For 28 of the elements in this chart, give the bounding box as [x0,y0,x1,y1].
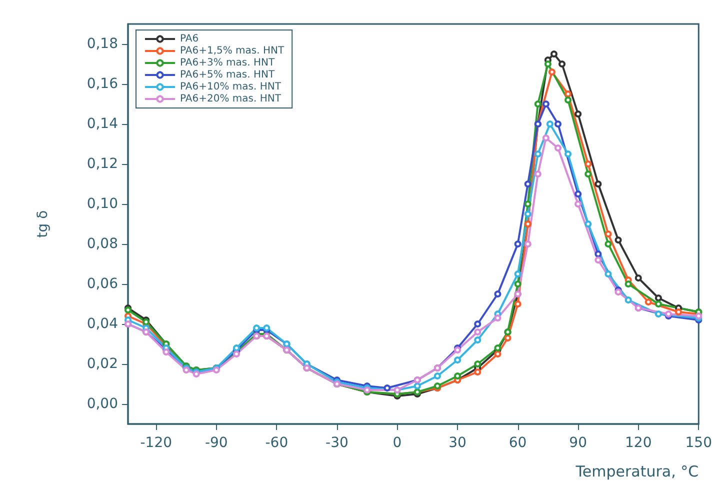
y-tick-label: 0,10 [86,196,118,212]
y-tick-label: 0,18 [86,36,118,52]
legend-label: PA6 [180,34,199,44]
x-tick-label: 120 [624,435,652,451]
x-tick-label: 60 [508,435,527,451]
y-tick-label: 0,04 [86,316,118,332]
y-tick-label: 0,00 [86,396,118,412]
y-tick-label: 0,12 [86,156,118,172]
x-tick-label: 0 [392,435,402,451]
x-tick-label: 150 [685,435,712,451]
x-tick-label: -60 [265,435,288,451]
x-tick-label: 30 [448,435,466,451]
y-tick-label: 0,02 [86,356,118,372]
y-tick-label: 0,08 [86,236,118,252]
legend-label: PA6+1,5% mas. HNT [180,46,285,56]
x-axis-title: Temperatura, °C [574,462,699,480]
x-tick-label: 90 [569,435,587,451]
x-tick-label: -120 [140,435,172,451]
x-tick-label: -90 [204,435,228,451]
y-tick-label: 0,14 [86,116,118,132]
y-tick-label: 0,06 [86,276,118,292]
legend-label: PA6+5% mas. HNT [180,70,276,80]
legend-label: PA6+20% mas. HNT [180,94,282,104]
legend-label: PA6+3% mas. HNT [180,58,276,68]
x-tick-label: -30 [326,435,348,451]
y-tick-label: 0,16 [86,76,118,92]
y-axis-title: tg δ [35,210,51,238]
legend-label: PA6+10% mas. HNT [180,82,282,92]
